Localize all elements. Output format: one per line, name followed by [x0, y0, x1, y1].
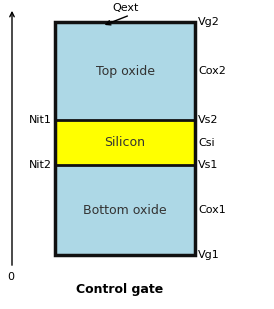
- Text: Silicon: Silicon: [104, 136, 145, 149]
- Text: Cox1: Cox1: [198, 205, 226, 215]
- Text: Vg1: Vg1: [198, 250, 220, 260]
- Text: Vs1: Vs1: [198, 160, 218, 170]
- Bar: [55, 120, 195, 165]
- Text: Csi: Csi: [198, 138, 215, 148]
- Text: Nit2: Nit2: [29, 160, 52, 170]
- Text: Qext: Qext: [112, 3, 138, 13]
- Text: Vg2: Vg2: [198, 17, 220, 27]
- Text: Vs2: Vs2: [198, 115, 218, 125]
- Text: Cox2: Cox2: [198, 66, 226, 76]
- Text: Nit1: Nit1: [29, 115, 52, 125]
- Text: 0: 0: [7, 272, 15, 282]
- Text: Bottom oxide: Bottom oxide: [83, 204, 167, 217]
- Bar: [55, 165, 195, 255]
- Bar: [55, 22, 195, 120]
- Bar: [55, 22, 195, 255]
- Text: Top oxide: Top oxide: [96, 65, 155, 78]
- Text: Control gate: Control gate: [76, 283, 164, 297]
